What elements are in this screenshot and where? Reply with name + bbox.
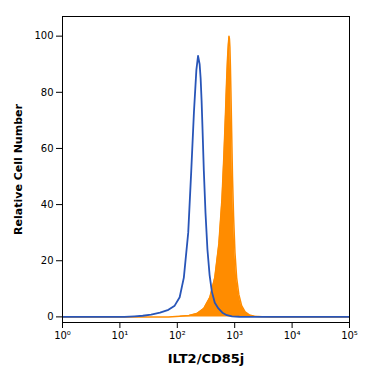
- svg-text:80: 80: [41, 86, 54, 97]
- svg-text:10⁵: 10⁵: [341, 330, 358, 341]
- svg-text:10⁴: 10⁴: [284, 330, 301, 341]
- svg-text:10¹: 10¹: [112, 330, 129, 341]
- svg-text:10⁰: 10⁰: [54, 330, 71, 341]
- svg-text:40: 40: [41, 199, 54, 210]
- svg-text:0: 0: [47, 311, 53, 322]
- svg-text:Relative Cell Number: Relative Cell Number: [12, 104, 25, 235]
- svg-text:ILT2/CD85j: ILT2/CD85j: [168, 351, 245, 366]
- svg-text:60: 60: [41, 143, 54, 154]
- svg-text:10²: 10²: [169, 330, 186, 341]
- svg-text:20: 20: [41, 255, 54, 266]
- svg-text:100: 100: [34, 30, 53, 41]
- svg-text:10³: 10³: [226, 330, 243, 341]
